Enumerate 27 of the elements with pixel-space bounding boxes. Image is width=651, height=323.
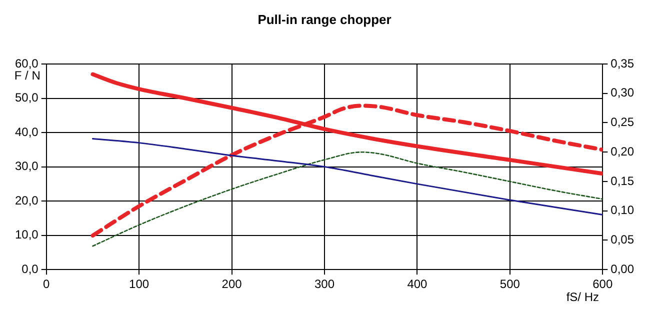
x-tick-label: 100 [129, 277, 150, 292]
y-tick-label: 10,0 [14, 228, 39, 242]
x-tick-label: 0 [43, 277, 50, 292]
x-tick-label: 600 [592, 277, 613, 292]
y2-tick-label: 0,00 [610, 262, 634, 276]
y-axis-title: F / N [14, 68, 40, 82]
x-axis-title: fS/ Hz [566, 290, 599, 304]
line-series [92, 151, 603, 247]
y2-tick-label: 0,20 [610, 144, 634, 158]
y2-tick-label: 0,10 [610, 203, 634, 218]
y-tick-label: 60,0 [14, 56, 39, 70]
y2-tick-label: 0,05 [610, 232, 634, 247]
line-series [92, 138, 603, 216]
chart-title: Pull-in range chopper [258, 12, 392, 28]
x-tick-label: 500 [500, 277, 520, 292]
x-tick-label: 400 [407, 277, 428, 292]
y2-tick-label: 0,15 [610, 174, 634, 188]
x-tick-label: 200 [222, 277, 242, 292]
x-tick-label: 300 [314, 277, 335, 292]
y-tick-label: 30,0 [14, 159, 39, 174]
y-tick-label: 50,0 [14, 90, 39, 105]
y-tick-label: 0,0 [22, 262, 39, 276]
y2-tick-label: 0,35 [610, 56, 634, 70]
y-tick-label: 20,0 [14, 193, 39, 208]
y2-tick-label: 0,30 [610, 86, 634, 100]
y2-tick-label: 0,25 [610, 115, 634, 130]
y-tick-label: 40,0 [14, 124, 39, 139]
